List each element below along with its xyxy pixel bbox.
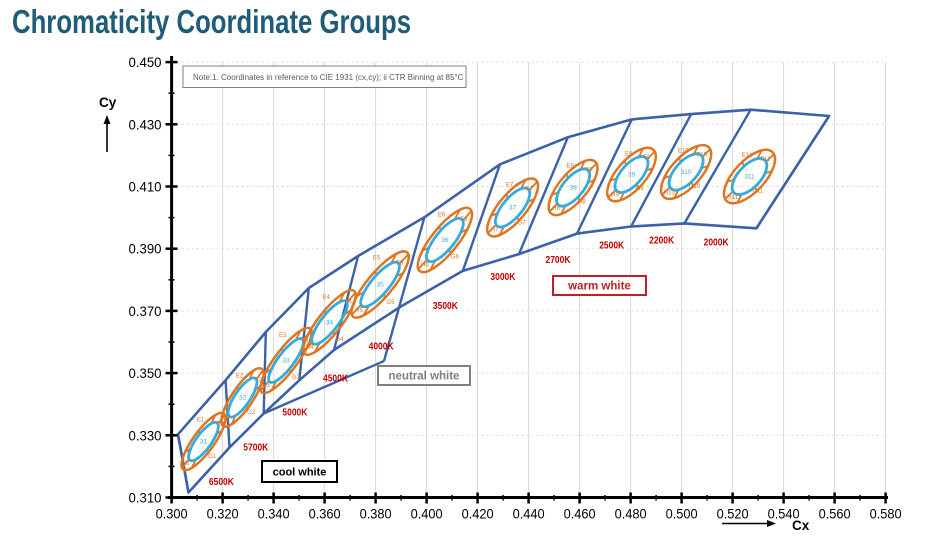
svg-text:Cy: Cy [99, 95, 117, 110]
svg-text:39: 39 [628, 172, 636, 179]
svg-text:G6: G6 [451, 255, 460, 261]
svg-text:0.380: 0.380 [360, 507, 392, 523]
svg-text:G11: G11 [752, 189, 764, 195]
svg-text:0.390: 0.390 [129, 242, 162, 258]
svg-text:E11: E11 [742, 153, 753, 159]
svg-text:F5: F5 [396, 260, 404, 266]
svg-text:E9: E9 [625, 151, 633, 157]
svg-text:E6: E6 [438, 213, 446, 219]
svg-text:H3: H3 [262, 383, 270, 389]
svg-text:31: 31 [200, 439, 208, 446]
svg-text:311: 311 [744, 174, 755, 181]
svg-text:36: 36 [441, 237, 449, 244]
svg-text:5700K: 5700K [243, 443, 269, 454]
svg-text:E4: E4 [323, 295, 331, 301]
svg-text:cool white: cool white [273, 467, 327, 479]
svg-text:2000K: 2000K [704, 237, 730, 248]
svg-text:E10: E10 [678, 149, 689, 155]
svg-text:0.560: 0.560 [819, 507, 851, 523]
svg-text:310: 310 [681, 169, 692, 176]
svg-text:F7: F7 [526, 187, 534, 193]
svg-text:0.340: 0.340 [258, 507, 290, 523]
svg-text:Note:1. Coordinates in referen: Note:1. Coordinates in reference to CIE … [193, 73, 464, 82]
svg-text:2200K: 2200K [649, 235, 675, 246]
svg-text:0.320: 0.320 [207, 507, 239, 523]
svg-text:F8: F8 [586, 168, 594, 174]
svg-text:G8: G8 [578, 200, 587, 206]
svg-text:0.460: 0.460 [564, 507, 596, 523]
svg-text:Cx: Cx [792, 518, 810, 533]
svg-text:6500K: 6500K [209, 477, 235, 488]
svg-text:0.330: 0.330 [129, 428, 162, 444]
svg-text:E5: E5 [373, 256, 381, 262]
svg-text:3000K: 3000K [490, 272, 516, 283]
svg-text:G4: G4 [335, 337, 344, 343]
svg-text:H9: H9 [611, 193, 619, 199]
svg-text:0.300: 0.300 [156, 507, 188, 523]
svg-text:G1: G1 [208, 454, 217, 460]
svg-text:F4: F4 [345, 299, 353, 305]
svg-text:32: 32 [239, 395, 247, 402]
svg-text:38: 38 [569, 185, 577, 192]
svg-text:4000K: 4000K [369, 342, 395, 353]
svg-text:0.350: 0.350 [129, 366, 162, 382]
svg-text:2500K: 2500K [599, 240, 625, 251]
svg-text:0.500: 0.500 [666, 507, 698, 523]
svg-text:0.420: 0.420 [462, 507, 494, 523]
svg-text:G5: G5 [387, 300, 396, 306]
svg-text:G3: G3 [292, 375, 301, 381]
svg-text:neutral white: neutral white [389, 371, 460, 383]
svg-text:H4: H4 [306, 345, 314, 351]
svg-text:E7: E7 [506, 183, 514, 189]
svg-text:0.520: 0.520 [717, 507, 749, 523]
svg-text:E8: E8 [567, 164, 575, 170]
svg-text:H7: H7 [491, 228, 499, 234]
svg-text:E1: E1 [197, 418, 205, 424]
svg-text:0.440: 0.440 [513, 507, 545, 523]
svg-text:F11: F11 [760, 157, 771, 163]
svg-text:0.370: 0.370 [129, 304, 162, 320]
svg-text:33: 33 [282, 358, 290, 365]
svg-text:2700K: 2700K [546, 255, 572, 266]
svg-text:E2: E2 [236, 373, 244, 379]
svg-text:37: 37 [509, 205, 517, 212]
svg-text:G10: G10 [689, 184, 701, 190]
svg-text:0.540: 0.540 [768, 507, 800, 523]
svg-text:0.310: 0.310 [129, 491, 162, 507]
svg-text:G2: G2 [247, 410, 256, 416]
svg-text:0.480: 0.480 [615, 507, 647, 523]
svg-text:F1: F1 [216, 421, 224, 427]
svg-text:0.450: 0.450 [129, 55, 162, 71]
svg-text:H11: H11 [727, 195, 738, 201]
svg-text:0.410: 0.410 [129, 180, 162, 196]
svg-text:H1: H1 [182, 461, 190, 467]
svg-text:F6: F6 [460, 217, 468, 223]
svg-text:E3: E3 [279, 333, 287, 339]
svg-text:5000K: 5000K [282, 408, 308, 419]
svg-text:35: 35 [376, 282, 384, 289]
svg-text:4500K: 4500K [323, 374, 349, 385]
svg-text:F2: F2 [255, 377, 263, 383]
svg-text:G9: G9 [636, 186, 645, 192]
svg-text:H5: H5 [355, 308, 363, 314]
svg-text:F3: F3 [301, 337, 309, 343]
svg-text:H6: H6 [421, 263, 429, 269]
svg-text:H8: H8 [552, 206, 560, 212]
svg-text:0.430: 0.430 [129, 117, 162, 133]
svg-text:F10: F10 [697, 152, 708, 158]
svg-text:F9: F9 [643, 155, 651, 161]
svg-text:3500K: 3500K [433, 301, 459, 312]
svg-text:0.400: 0.400 [411, 507, 443, 523]
svg-text:34: 34 [326, 320, 334, 327]
svg-text:G7: G7 [518, 221, 527, 227]
svg-text:0.580: 0.580 [870, 507, 902, 523]
svg-text:0.360: 0.360 [309, 507, 341, 523]
svg-text:warm white: warm white [567, 281, 631, 293]
svg-text:H10: H10 [664, 190, 676, 196]
svg-text:H2: H2 [221, 417, 229, 423]
